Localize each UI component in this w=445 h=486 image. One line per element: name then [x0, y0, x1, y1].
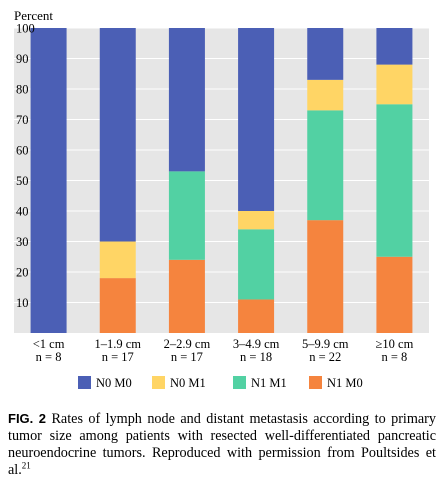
bar-n0-m0-1-1-9-cm — [99, 28, 136, 242]
x-tick-count-10-cm: n = 8 — [382, 350, 408, 364]
bar-n1-m1-3-4-9-cm — [238, 229, 275, 300]
legend-label-n0-m0: N0 M0 — [96, 376, 132, 390]
y-tick-90: 90 — [16, 52, 29, 66]
caption-label: FIG. 2 — [8, 411, 47, 426]
bar-n1-m0-3-4-9-cm — [238, 299, 275, 333]
y-tick-30: 30 — [16, 235, 29, 249]
grid-lines — [14, 27, 429, 303]
figure-caption: FIG. 2 Rates of lymph node and distant m… — [8, 410, 436, 479]
y-tick-20: 20 — [16, 266, 29, 280]
bar-n0-m0-3-4-9-cm — [238, 28, 275, 211]
bar-n0-m1-1-1-9-cm — [99, 241, 136, 279]
y-tick-60: 60 — [16, 144, 29, 158]
x-tick-labels: <1 cmn = 81–1.9 cmn = 172–2.9 cmn = 173–… — [33, 337, 414, 364]
caption-reference: 21 — [21, 460, 31, 471]
y-tick-80: 80 — [16, 83, 29, 97]
bar-n0-m0-2-2-9-cm — [168, 28, 205, 172]
x-tick-count-2-2-9-cm: n = 17 — [171, 350, 203, 364]
caption-text: Rates of lymph node and distant metastas… — [8, 411, 437, 478]
bar-n0-m1-5-9-9-cm — [307, 79, 344, 111]
bar-n0-m1-10-cm — [376, 64, 413, 105]
y-tick-labels: 10 20 30 40 50 60 70 80 90 100 — [16, 22, 35, 311]
y-tick-50: 50 — [16, 174, 29, 188]
bar-n1-m0-2-2-9-cm — [168, 259, 205, 333]
x-tick-count-3-4-9-cm: n = 18 — [240, 350, 272, 364]
bars — [30, 28, 413, 333]
legend-label-n1-m1: N1 M1 — [251, 376, 287, 390]
bar-n0-m0-5-9-9-cm — [307, 28, 344, 80]
legend-swatch-n0-m1 — [152, 376, 165, 389]
x-tick-1-cm: <1 cm — [33, 337, 65, 351]
x-tick-3-4-9-cm: 3–4.9 cm — [233, 337, 280, 351]
y-tick-40: 40 — [16, 205, 29, 219]
bar-n0-m1-3-4-9-cm — [238, 211, 275, 230]
legend-label-n1-m0: N1 M0 — [327, 376, 363, 390]
bar-n1-m0-10-cm — [376, 256, 413, 333]
x-tick-count-1-cm: n = 8 — [36, 350, 62, 364]
y-axis-label: Percent — [14, 8, 53, 23]
y-tick-10: 10 — [16, 296, 29, 310]
x-tick-5-9-9-cm: 5–9.9 cm — [302, 337, 349, 351]
y-tick-100: 100 — [16, 22, 35, 36]
bar-n1-m1-10-cm — [376, 104, 413, 257]
legend-swatch-n0-m0 — [78, 376, 91, 389]
y-tick-70: 70 — [16, 113, 29, 127]
legend-swatch-n1-m1 — [233, 376, 246, 389]
legend: N0 M0 N0 M1 N1 M1 N1 M0 — [78, 376, 363, 390]
bar-n1-m1-2-2-9-cm — [168, 171, 205, 260]
x-tick-10-cm: ≥10 cm — [376, 337, 414, 351]
bar-n1-m0-1-1-9-cm — [99, 278, 136, 333]
x-tick-2-2-9-cm: 2–2.9 cm — [164, 337, 211, 351]
x-tick-1-1-9-cm: 1–1.9 cm — [94, 337, 141, 351]
bar-n0-m0-10-cm — [376, 28, 413, 65]
bar-n0-m0-1-cm — [30, 28, 67, 333]
legend-label-n0-m1: N0 M1 — [170, 376, 206, 390]
x-tick-count-1-1-9-cm: n = 17 — [102, 350, 134, 364]
x-tick-count-5-9-9-cm: n = 22 — [309, 350, 341, 364]
bar-n1-m1-5-9-9-cm — [307, 110, 344, 221]
bar-n1-m0-5-9-9-cm — [307, 220, 344, 333]
legend-swatch-n1-m0 — [309, 376, 322, 389]
